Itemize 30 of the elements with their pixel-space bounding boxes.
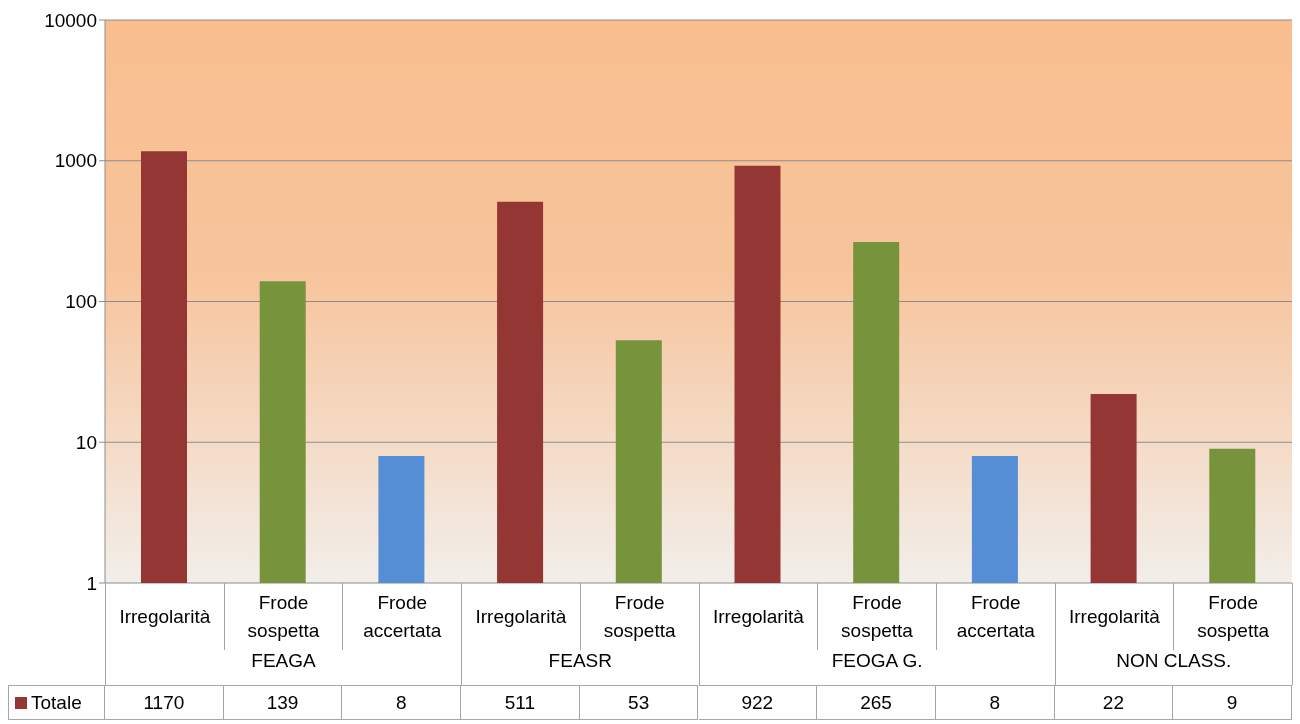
x-tick-label: Irregolarità xyxy=(461,583,580,650)
x-tick-label: Irregolarità xyxy=(1054,583,1174,650)
x-tick-label: Frode sospetta xyxy=(223,583,343,650)
data-label: 8 xyxy=(342,685,462,720)
data-label: 53 xyxy=(579,685,699,720)
x-tick-label: Irregolarità xyxy=(698,583,818,650)
x-tick-label: Frode sospetta xyxy=(579,583,699,650)
data-label: 922 xyxy=(698,685,818,720)
x-tick-label: Frode sospetta xyxy=(1173,583,1292,650)
data-label: 1170 xyxy=(105,685,224,720)
data-label: 22 xyxy=(1054,685,1174,720)
data-label: 265 xyxy=(817,685,936,720)
x-tick-label: Frode sospetta xyxy=(817,583,936,650)
text: NON CLASS. xyxy=(1054,650,1292,685)
y-tick-label: 10000 xyxy=(44,9,97,31)
legend-label: Totale xyxy=(31,691,82,714)
y-tick-label: 1 xyxy=(86,572,97,594)
x-tick-label: Frode accertata xyxy=(935,583,1055,650)
x-tick-label: Frode accertata xyxy=(342,583,462,650)
x-tick-label: Irregolarità xyxy=(105,583,224,650)
y-tick-label: 100 xyxy=(65,291,97,313)
y-tick-label: 10 xyxy=(75,431,97,453)
data-label: 511 xyxy=(461,685,580,720)
text: FEASR xyxy=(461,650,699,685)
text: FEAGA xyxy=(105,650,462,685)
data-label: 9 xyxy=(1173,685,1292,720)
data-label: 139 xyxy=(223,685,343,720)
y-tick-label: 1000 xyxy=(54,150,97,172)
data-label: 8 xyxy=(935,685,1055,720)
text: FEOGA G. xyxy=(698,650,1055,685)
